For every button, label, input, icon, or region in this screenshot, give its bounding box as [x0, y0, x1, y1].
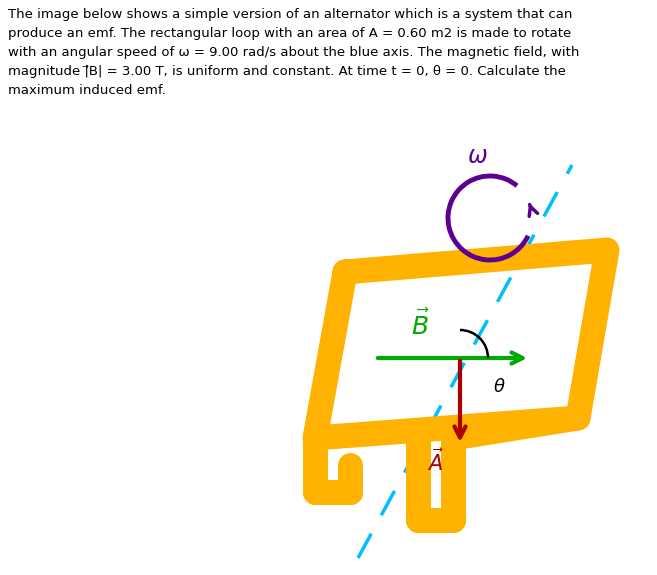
Text: maximum induced emf.: maximum induced emf.	[8, 84, 166, 97]
Text: with an angular speed of ω = 9.00 rad/s about the blue axis. The magnetic field,: with an angular speed of ω = 9.00 rad/s …	[8, 46, 579, 59]
Text: produce an emf. The rectangular loop with an area of A = 0.60 m2 is made to rota: produce an emf. The rectangular loop wit…	[8, 27, 571, 40]
Text: magnitude |⃗B| = 3.00 T, is uniform and constant. At time t = 0, θ = 0. Calculat: magnitude |⃗B| = 3.00 T, is uniform and …	[8, 65, 566, 78]
Text: $\vec{B}$: $\vec{B}$	[411, 310, 429, 340]
Text: $\omega$: $\omega$	[466, 144, 487, 168]
Text: $\theta$: $\theta$	[493, 378, 506, 396]
Text: $\vec{A}$: $\vec{A}$	[426, 448, 443, 475]
Text: The image below shows a simple version of an alternator which is a system that c: The image below shows a simple version o…	[8, 8, 572, 21]
